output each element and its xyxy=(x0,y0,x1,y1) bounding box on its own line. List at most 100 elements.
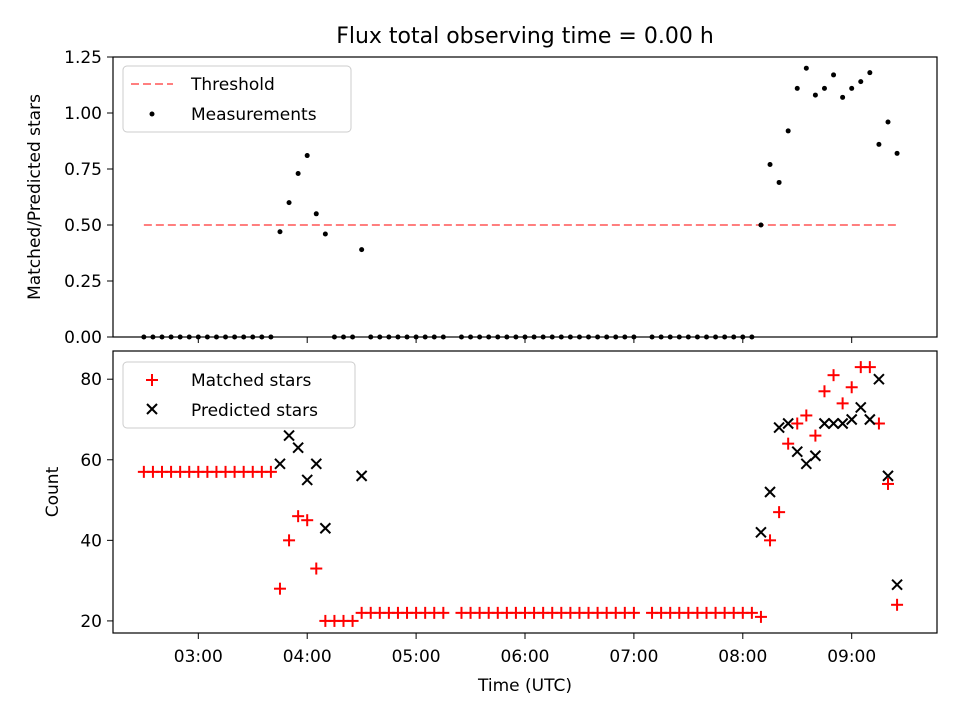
measurement-point xyxy=(286,200,292,206)
measurement-point xyxy=(858,79,864,85)
bottom-legend-box xyxy=(122,361,356,429)
measurement-point xyxy=(821,85,827,91)
x-tick-label: 03:00 xyxy=(174,647,223,667)
predicted-point xyxy=(809,450,822,462)
top-y-tick-label: 1.25 xyxy=(64,48,102,68)
bottom-y-tick-label: 80 xyxy=(80,370,102,390)
bottom-plot-marks xyxy=(137,361,904,627)
top-y-tick-label: 0.75 xyxy=(64,160,102,180)
matched-point xyxy=(863,361,876,374)
matched-point xyxy=(301,514,314,527)
predicted-point xyxy=(800,458,813,470)
measurement-point xyxy=(767,162,773,168)
top-y-tick-label: 0.00 xyxy=(64,328,102,348)
bottom-y-tick-label: 20 xyxy=(80,612,102,632)
matched-point xyxy=(273,582,286,595)
measurement-point xyxy=(849,85,855,91)
measurement-point xyxy=(295,170,301,176)
x-axis-label: Time (UTC) xyxy=(477,676,572,696)
measurement-point xyxy=(876,141,882,147)
top-legend: Threshold Measurements xyxy=(122,65,352,133)
predicted-point xyxy=(301,474,313,486)
measurement-point xyxy=(322,231,328,237)
top-y-tick-label: 0.25 xyxy=(64,272,102,292)
chart-title: Flux total observing time = 0.00 h xyxy=(336,24,714,49)
bottom-plot: Count 20 40 60 80 03:00 04:00 05:00 06:00 07:00… xyxy=(43,350,938,696)
predicted-point xyxy=(791,446,803,458)
matched-point xyxy=(800,409,813,422)
measurement-point xyxy=(776,179,782,185)
x-tick-label: 09:00 xyxy=(827,647,876,667)
measurement-point xyxy=(803,65,809,71)
predicted-point xyxy=(310,458,322,470)
predicted-point xyxy=(891,578,903,591)
x-tick-label: 06:00 xyxy=(501,647,550,667)
measurement-point xyxy=(277,229,283,235)
measurement-point xyxy=(840,94,846,100)
legend-matched-swatch xyxy=(146,374,158,386)
top-legend-box xyxy=(122,65,352,133)
bottom-y-ticks: 20 40 60 80 xyxy=(80,370,113,632)
measurement-point xyxy=(812,92,818,98)
legend-predicted-swatch xyxy=(146,403,158,415)
legend-measurements-swatch xyxy=(149,111,155,117)
measurement-point xyxy=(313,211,319,217)
predicted-point xyxy=(773,421,785,434)
measurement-point xyxy=(867,70,873,76)
matched-point xyxy=(827,369,840,382)
predicted-point xyxy=(855,401,867,414)
matched-point xyxy=(809,429,822,442)
predicted-point xyxy=(882,470,894,482)
matched-point xyxy=(891,598,904,611)
x-tick-label: 07:00 xyxy=(609,647,658,667)
matched-point xyxy=(881,477,894,490)
matched-point xyxy=(283,534,296,547)
legend-threshold-label: Threshold xyxy=(190,75,275,95)
matched-point xyxy=(745,606,758,619)
matched-point xyxy=(836,397,849,410)
top-y-ticks: 0.00 0.25 0.50 0.75 1.00 1.25 xyxy=(64,48,113,348)
bottom-x-ticks: 03:00 04:00 05:00 06:00 07:00 08:00 09:00 xyxy=(174,633,876,667)
x-tick-label: 05:00 xyxy=(392,647,441,667)
measurement-point xyxy=(785,128,791,134)
predicted-point xyxy=(845,413,858,426)
x-tick-label: 04:00 xyxy=(283,647,332,667)
measurement-point xyxy=(831,72,837,78)
predicted-point xyxy=(827,417,840,430)
matched-point xyxy=(346,614,359,627)
predicted-point xyxy=(292,441,304,454)
measurement-point xyxy=(359,247,365,253)
matched-point xyxy=(782,437,795,450)
measurement-point xyxy=(894,150,900,156)
predicted-point xyxy=(836,417,849,430)
matched-point xyxy=(773,506,786,519)
measurement-point xyxy=(885,119,891,125)
matched-point xyxy=(764,534,777,547)
top-x-ticks xyxy=(197,337,853,343)
bottom-legend: Matched stars Predicted stars xyxy=(122,361,356,429)
legend-matched-label: Matched stars xyxy=(191,371,311,391)
predicted-point xyxy=(283,429,295,442)
measurement-point xyxy=(304,153,310,159)
matched-point xyxy=(818,385,831,398)
predicted-point xyxy=(755,526,767,538)
matched-point xyxy=(310,562,323,575)
bottom-y-tick-label: 60 xyxy=(80,451,102,471)
legend-predicted-label: Predicted stars xyxy=(191,401,318,421)
top-y-axis-label: Matched/Predicted stars xyxy=(25,94,45,300)
measurement-point xyxy=(794,85,800,91)
predicted-point xyxy=(764,486,776,498)
predicted-point xyxy=(864,413,876,426)
matched-point xyxy=(627,606,640,619)
measurement-point xyxy=(758,222,764,228)
bottom-y-axis-label: Count xyxy=(43,466,63,517)
matched-point xyxy=(791,417,804,430)
legend-measurements-label: Measurements xyxy=(191,105,317,125)
top-y-tick-label: 1.00 xyxy=(64,104,102,124)
predicted-point xyxy=(818,417,831,430)
matched-point xyxy=(437,606,450,619)
predicted-point xyxy=(873,373,885,385)
predicted-point xyxy=(274,458,286,470)
predicted-point xyxy=(782,417,794,430)
matched-point xyxy=(292,510,305,523)
